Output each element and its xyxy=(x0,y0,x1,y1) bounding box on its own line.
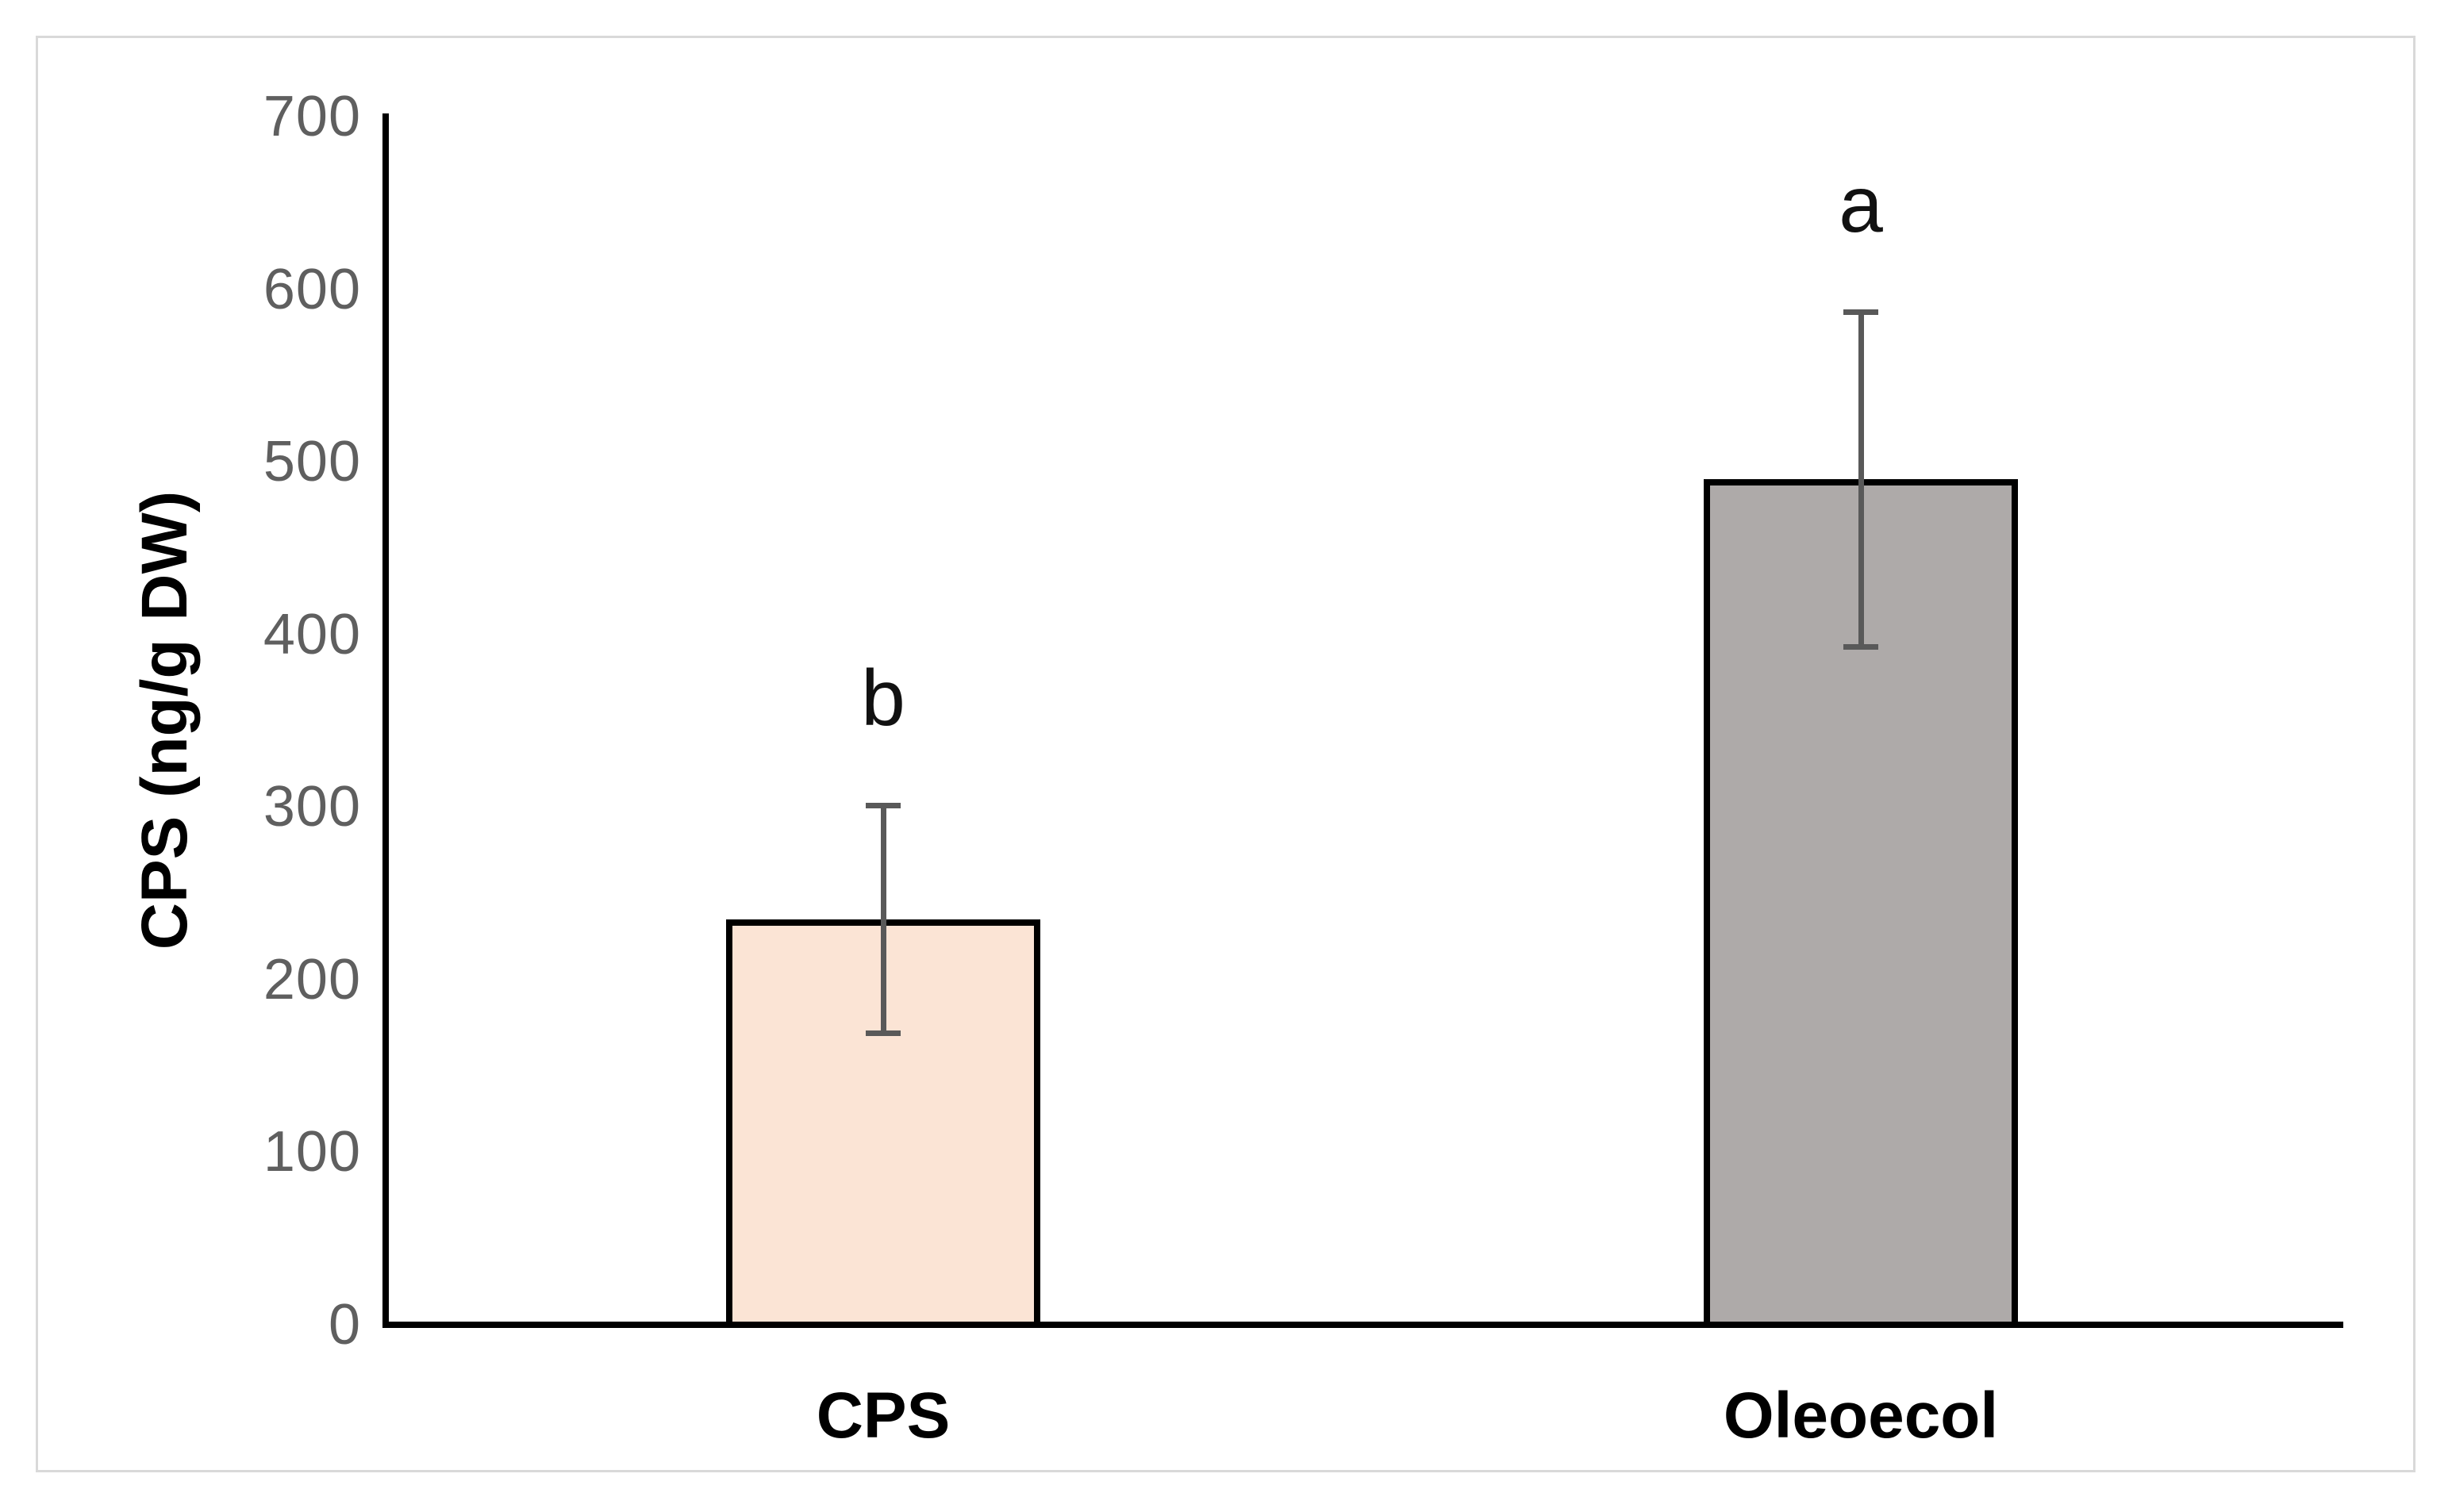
y-tick-label-500: 500 xyxy=(263,430,361,494)
y-tick-label-700: 700 xyxy=(263,85,361,148)
significance-letter-a: a xyxy=(1839,159,1883,249)
y-tick-label-0: 0 xyxy=(328,1293,361,1357)
y-axis-title: CPS (ng/g DW) xyxy=(129,490,201,950)
error-bar-cap-top-cps xyxy=(866,803,901,809)
y-tick-label-200: 200 xyxy=(263,947,361,1011)
y-tick-label-400: 400 xyxy=(263,602,361,666)
y-tick-label-300: 300 xyxy=(263,775,361,839)
error-bar-line-oleoecol xyxy=(1858,311,1864,647)
error-bar-cap-bottom-oleoecol xyxy=(1843,643,1878,650)
y-tick-label-600: 600 xyxy=(263,257,361,321)
x-axis-label-oleoecol: Oleoecol xyxy=(1723,1380,1999,1452)
x-axis-line xyxy=(382,1322,2343,1328)
error-bar-cap-top-oleoecol xyxy=(1843,309,1878,315)
y-tick-label-100: 100 xyxy=(263,1120,361,1184)
x-axis-label-cps: CPS xyxy=(816,1380,951,1452)
error-bar-line-cps xyxy=(880,805,886,1034)
y-axis-line xyxy=(382,113,389,1328)
error-bar-cap-bottom-cps xyxy=(866,1030,901,1037)
significance-letter-b: b xyxy=(861,654,905,743)
figure-border xyxy=(36,36,2415,1472)
